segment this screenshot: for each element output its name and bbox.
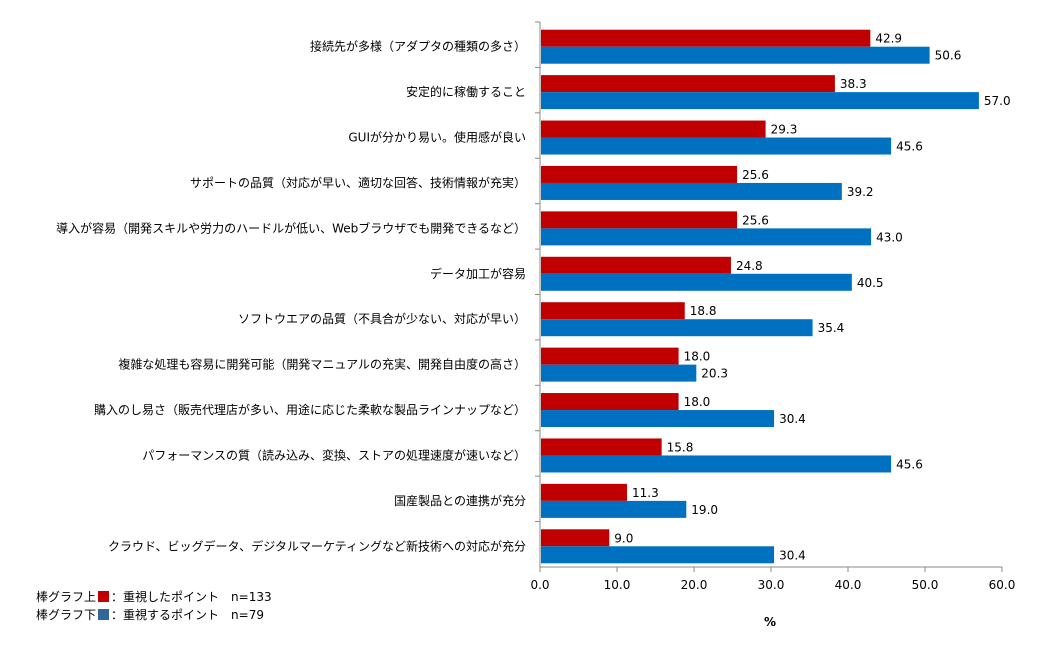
category-label: 接続先が多様（アダプタの種類の多さ） <box>310 39 526 54</box>
bar-red <box>541 302 685 320</box>
x-tick-label: 0.0 <box>530 578 549 592</box>
data-label: 9.0 <box>614 531 633 545</box>
legend-n: n=133 <box>231 590 272 604</box>
legend-prefix: 棒グラフ上 <box>36 590 97 604</box>
data-label: 19.0 <box>691 503 718 517</box>
category-label: サポートの品質（対応が早い、適切な回答、技術情報が充実） <box>190 175 526 190</box>
bar-blue <box>541 92 979 110</box>
data-label: 18.8 <box>690 304 717 318</box>
data-label: 11.3 <box>632 486 659 500</box>
category-label: クラウド、ビッグデータ、デジタルマーケティングなど新技術への対応が充分 <box>108 538 526 553</box>
x-tick-label: 60.0 <box>989 578 1016 592</box>
data-label: 40.5 <box>857 276 884 290</box>
category-label: パフォーマンスの質（読み込み、変換、ストアの処理速度が速いなど） <box>142 447 526 462</box>
bar-red <box>541 120 766 138</box>
category-label: データ加工が容易 <box>430 266 526 281</box>
data-label: 30.4 <box>779 548 806 562</box>
category-label: 導入が容易（開発スキルや労力のハードルが低い、Webブラウザでも開発できるなど） <box>56 220 526 235</box>
bar-red <box>541 165 738 183</box>
bar-blue <box>541 182 842 200</box>
category-label: 購入のし易さ（販売代理店が多い、用途に応じた柔軟な製品ラインナップなど） <box>94 402 526 417</box>
data-label: 18.0 <box>684 395 711 409</box>
bar-blue <box>541 319 813 337</box>
data-label: 18.0 <box>684 350 711 364</box>
data-label: 38.3 <box>840 77 867 91</box>
data-label: 50.6 <box>935 49 962 63</box>
legend-label: ：重視したポイント <box>111 590 220 604</box>
bar-blue <box>541 137 892 155</box>
legend-label: ：重視するポイント <box>111 608 220 622</box>
x-tick-label: 30.0 <box>758 578 785 592</box>
bar-red <box>541 211 738 229</box>
legend-item-top: 棒グラフ上 ：重視したポイント n=133 <box>36 588 272 605</box>
bar-blue <box>541 410 775 428</box>
bar-blue <box>541 228 872 246</box>
bar-red <box>541 75 835 93</box>
category-label: 国産製品との連携が充分 <box>394 493 526 508</box>
data-label: 57.0 <box>984 94 1011 108</box>
bar-blue <box>541 273 852 291</box>
category-label: GUIが分かり易い。使用感が良い <box>348 130 526 145</box>
bar-red <box>541 393 679 411</box>
data-label: 43.0 <box>876 230 903 244</box>
data-label: 45.6 <box>896 457 923 471</box>
data-label: 39.2 <box>847 185 874 199</box>
data-label: 35.4 <box>818 321 845 335</box>
bar-red <box>541 256 731 274</box>
bar-red <box>541 438 662 456</box>
data-label: 30.4 <box>779 412 806 426</box>
bar-blue <box>541 546 775 564</box>
bar-red <box>541 529 610 547</box>
data-label: 45.6 <box>896 140 923 154</box>
x-tick-label: 10.0 <box>604 578 631 592</box>
data-label: 15.8 <box>667 440 694 454</box>
bar-blue <box>541 500 687 518</box>
bar-blue <box>541 455 892 473</box>
data-label: 24.8 <box>736 259 763 273</box>
data-label: 20.3 <box>701 367 728 381</box>
legend-swatch-blue <box>98 609 110 620</box>
bar-red <box>541 347 679 365</box>
x-tick-label: 40.0 <box>835 578 862 592</box>
x-axis-label: % <box>764 615 776 629</box>
category-label: 複雑な処理も容易に開発可能（開発マニュアルの充実、開発自由度の高さ） <box>118 357 526 372</box>
bar-blue <box>541 46 930 64</box>
legend-swatch-red <box>98 591 110 602</box>
bar-red <box>541 29 871 47</box>
data-label: 25.6 <box>742 168 769 182</box>
data-label: 29.3 <box>771 123 798 137</box>
category-label: ソフトウエアの品質（不具合が少ない、対応が早い） <box>238 311 526 326</box>
legend-n: n=79 <box>231 608 264 622</box>
legend-item-bottom: 棒グラフ下 ：重視するポイント n=79 <box>36 606 264 623</box>
bar-blue <box>541 364 697 382</box>
category-label: 安定的に稼働すること <box>406 84 526 99</box>
data-label: 25.6 <box>742 213 769 227</box>
bar-red <box>541 483 628 501</box>
data-label: 42.9 <box>875 32 902 46</box>
legend-prefix: 棒グラフ下 <box>36 608 97 622</box>
x-tick-label: 20.0 <box>681 578 708 592</box>
x-tick-label: 50.0 <box>912 578 939 592</box>
